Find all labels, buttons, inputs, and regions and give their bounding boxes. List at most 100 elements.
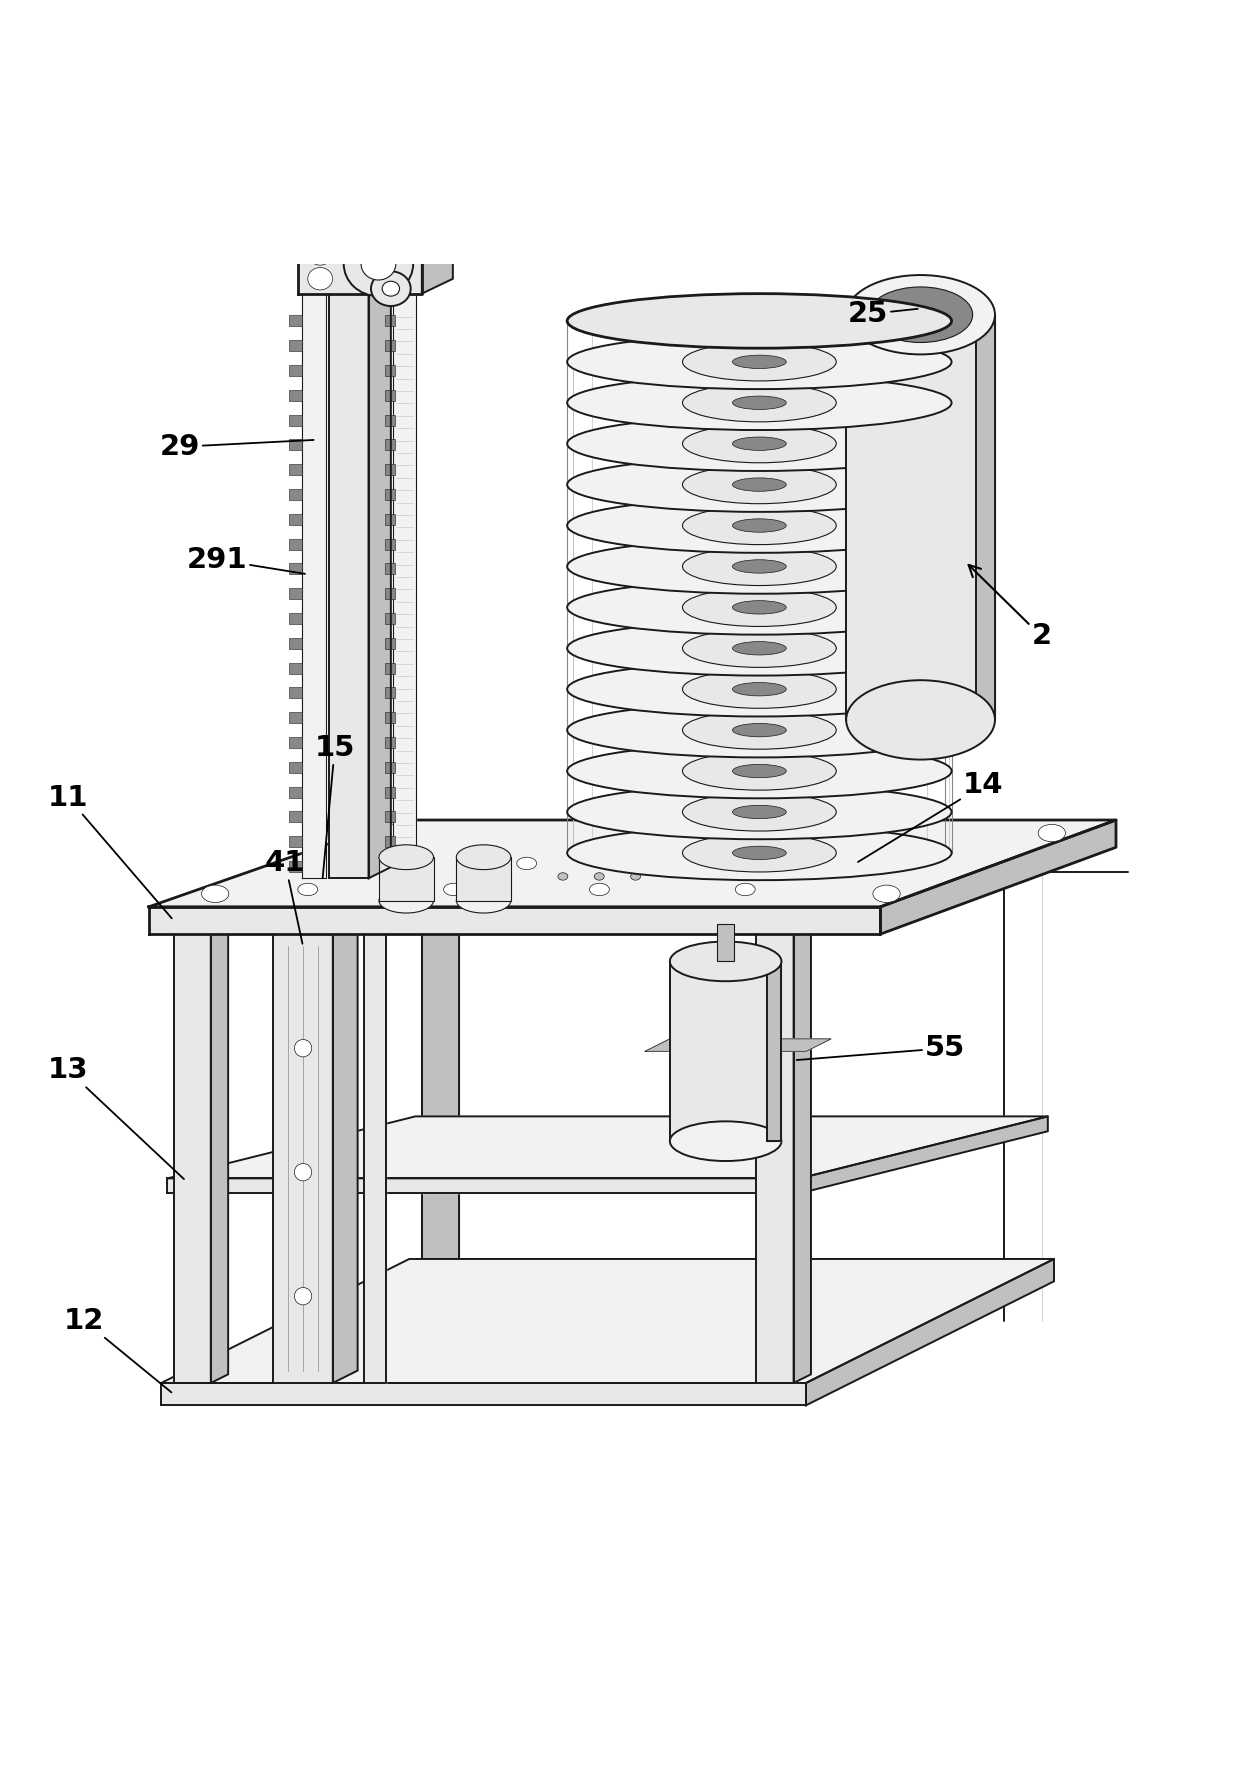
Bar [289, 713, 301, 724]
Ellipse shape [733, 396, 786, 409]
Polygon shape [211, 925, 228, 1383]
Polygon shape [880, 821, 1116, 934]
Bar [379, 858, 434, 900]
Bar [289, 762, 301, 773]
Ellipse shape [682, 547, 836, 586]
Ellipse shape [594, 872, 604, 881]
Bar [289, 663, 301, 674]
Bar [289, 340, 301, 352]
Ellipse shape [682, 589, 836, 626]
Polygon shape [298, 216, 453, 234]
Bar [384, 837, 394, 847]
Ellipse shape [868, 287, 972, 343]
Ellipse shape [353, 267, 378, 290]
Bar [384, 463, 394, 476]
Ellipse shape [733, 518, 786, 532]
Bar [289, 488, 301, 501]
Ellipse shape [456, 846, 511, 870]
Polygon shape [363, 934, 386, 1383]
Bar [289, 587, 301, 600]
Polygon shape [976, 315, 994, 720]
Ellipse shape [682, 343, 836, 380]
Ellipse shape [846, 274, 994, 354]
Polygon shape [645, 1038, 831, 1051]
Ellipse shape [379, 846, 434, 870]
Ellipse shape [682, 711, 836, 750]
Bar [384, 688, 394, 699]
Ellipse shape [456, 888, 511, 913]
Ellipse shape [873, 884, 900, 902]
Ellipse shape [567, 499, 951, 552]
Ellipse shape [670, 941, 781, 982]
Text: 29: 29 [160, 433, 314, 460]
Text: 11: 11 [48, 784, 172, 918]
Ellipse shape [567, 743, 951, 798]
Bar [289, 439, 301, 451]
Bar [384, 389, 394, 402]
Polygon shape [161, 1383, 806, 1405]
Text: 13: 13 [48, 1056, 184, 1180]
Ellipse shape [567, 540, 951, 594]
Text: 41: 41 [265, 849, 305, 945]
Ellipse shape [733, 559, 786, 573]
Ellipse shape [374, 824, 402, 842]
Ellipse shape [202, 884, 229, 902]
Polygon shape [422, 216, 453, 294]
Ellipse shape [361, 248, 396, 280]
Bar [384, 713, 394, 724]
Bar [384, 563, 394, 575]
Text: 14: 14 [858, 771, 1003, 862]
Ellipse shape [733, 846, 786, 860]
Ellipse shape [567, 621, 951, 676]
Polygon shape [149, 907, 880, 934]
Ellipse shape [567, 580, 951, 635]
Bar [384, 513, 394, 525]
Bar [384, 538, 394, 550]
Ellipse shape [353, 242, 378, 265]
Text: 55: 55 [796, 1035, 965, 1061]
Ellipse shape [567, 375, 951, 430]
Ellipse shape [567, 702, 951, 757]
Polygon shape [794, 925, 811, 1383]
Ellipse shape [682, 670, 836, 708]
Ellipse shape [567, 826, 951, 881]
Ellipse shape [517, 858, 537, 870]
Bar [717, 923, 734, 961]
Ellipse shape [735, 883, 755, 895]
Ellipse shape [294, 1288, 311, 1306]
Bar [456, 858, 511, 900]
Bar [384, 439, 394, 451]
Polygon shape [298, 234, 422, 294]
Text: 25: 25 [848, 301, 918, 327]
Bar [384, 315, 394, 327]
Bar [384, 587, 394, 600]
Ellipse shape [670, 1122, 781, 1160]
Ellipse shape [733, 724, 786, 738]
Ellipse shape [846, 681, 994, 759]
Bar [289, 315, 301, 327]
Bar [289, 389, 301, 402]
Ellipse shape [682, 630, 836, 667]
Polygon shape [800, 1116, 1048, 1194]
Ellipse shape [567, 416, 951, 471]
Bar [289, 513, 301, 525]
Ellipse shape [298, 883, 317, 895]
Bar [289, 862, 301, 872]
Bar [846, 315, 994, 720]
Bar [384, 612, 394, 624]
Ellipse shape [682, 465, 836, 504]
Polygon shape [167, 1178, 800, 1194]
Bar [384, 488, 394, 501]
Bar [289, 787, 301, 798]
Ellipse shape [567, 294, 951, 348]
Ellipse shape [733, 805, 786, 819]
Ellipse shape [567, 334, 951, 389]
Polygon shape [393, 294, 415, 877]
Ellipse shape [379, 888, 434, 913]
Polygon shape [329, 294, 368, 877]
Bar [289, 538, 301, 550]
Ellipse shape [733, 764, 786, 778]
Polygon shape [806, 1260, 1054, 1405]
Text: 12: 12 [64, 1307, 171, 1392]
Ellipse shape [733, 601, 786, 614]
